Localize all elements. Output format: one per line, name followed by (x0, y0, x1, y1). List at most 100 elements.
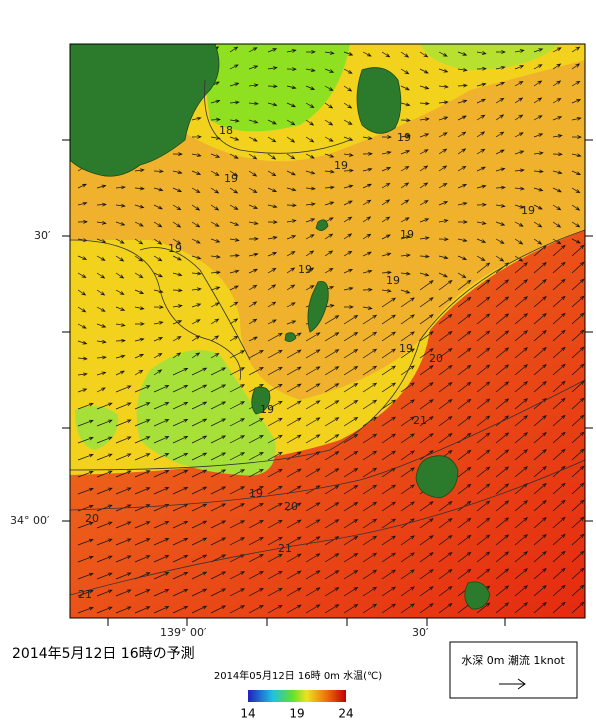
current-arrow (400, 569, 415, 580)
current-arrow (134, 255, 144, 262)
current-arrow (533, 64, 543, 70)
current-arrow (438, 148, 448, 155)
current-arrow (419, 314, 434, 325)
current-arrow (552, 63, 562, 70)
current-arrow (115, 538, 132, 546)
current-arrow (495, 381, 510, 393)
current-arrow (191, 187, 201, 194)
current-arrows (77, 46, 585, 614)
current-arrow (552, 516, 566, 529)
current-arrow (571, 116, 582, 121)
current-arrow (438, 51, 448, 57)
current-arrow (191, 238, 201, 244)
current-arrow (457, 330, 472, 342)
current-arrow (229, 469, 246, 478)
lon-label: 30′ (412, 626, 429, 639)
current-arrow (571, 448, 585, 461)
contour-label: 19 (249, 487, 263, 500)
current-arrow (400, 150, 411, 155)
current-arrow (134, 521, 151, 529)
current-arrow (533, 204, 543, 210)
current-arrow (400, 68, 410, 75)
current-arrow (476, 114, 486, 121)
current-arrow (248, 605, 264, 614)
current-arrow (438, 219, 449, 223)
current-arrow (115, 589, 132, 597)
current-arrow (533, 329, 547, 342)
current-arrow (191, 503, 208, 512)
current-arrow (419, 165, 429, 172)
current-arrow (438, 313, 453, 325)
current-arrow (381, 151, 392, 155)
current-arrow (305, 383, 321, 393)
current-arrow (362, 269, 373, 274)
current-arrow (172, 469, 189, 478)
current-arrow (514, 381, 528, 393)
current-arrow (172, 571, 189, 580)
current-arrow (286, 235, 297, 240)
current-arrow (305, 587, 321, 597)
current-arrow (286, 570, 302, 580)
current-arrow (533, 187, 544, 192)
current-arrow (305, 332, 321, 342)
current-arrow (400, 535, 415, 546)
current-arrow (286, 102, 297, 108)
current-arrow (77, 183, 87, 189)
current-arrow (210, 170, 220, 176)
current-arrow (153, 352, 163, 359)
current-arrow (476, 500, 491, 512)
current-arrow (495, 185, 506, 190)
current-arrow (438, 255, 449, 260)
current-arrow (191, 170, 202, 175)
current-arrow (457, 568, 472, 580)
current-arrow (324, 136, 334, 142)
current-arrow (172, 238, 182, 245)
current-arrow (172, 418, 189, 427)
current-arrow (191, 303, 202, 308)
current-arrow (343, 348, 359, 359)
current-arrow (286, 219, 297, 223)
current-arrow (552, 329, 566, 342)
current-arrow (248, 237, 259, 241)
current-arrow (172, 367, 189, 376)
current-arrow (514, 364, 528, 376)
current-arrow (533, 295, 547, 308)
current-arrow (457, 483, 472, 495)
current-arrow (229, 187, 239, 194)
current-arrow (438, 364, 453, 376)
current-arrow (191, 287, 202, 292)
current-arrow (96, 355, 107, 360)
current-arrow (514, 49, 525, 53)
current-arrow (343, 467, 359, 478)
current-arrow (115, 289, 125, 295)
current-arrow (134, 353, 145, 359)
current-arrow (115, 453, 132, 461)
contour-label: 19 (399, 342, 413, 355)
current-arrow (115, 606, 132, 614)
current-arrow (362, 183, 372, 189)
current-arrow (343, 268, 354, 274)
current-arrow (571, 312, 585, 325)
current-arrow (324, 604, 340, 614)
current-arrow (96, 504, 113, 512)
current-arrow (419, 51, 429, 58)
current-arrow (457, 165, 467, 172)
current-arrow (96, 306, 106, 312)
current-arrow (248, 136, 258, 142)
current-arrow (381, 535, 397, 546)
current-arrow (438, 183, 448, 189)
current-arrow (305, 102, 315, 109)
current-arrow (115, 487, 132, 495)
current-arrow (381, 450, 397, 461)
current-arrow (552, 238, 562, 245)
current-arrow (305, 234, 315, 240)
colorbar-ticks: 14 19 24 (240, 707, 353, 721)
current-arrow (400, 433, 415, 444)
current-arrow (248, 503, 264, 512)
current-arrow (495, 449, 510, 461)
current-arrow (381, 167, 392, 172)
current-arrow (343, 153, 354, 157)
current-arrow (191, 554, 208, 563)
current-arrow (495, 398, 510, 410)
current-arrow (533, 567, 547, 580)
